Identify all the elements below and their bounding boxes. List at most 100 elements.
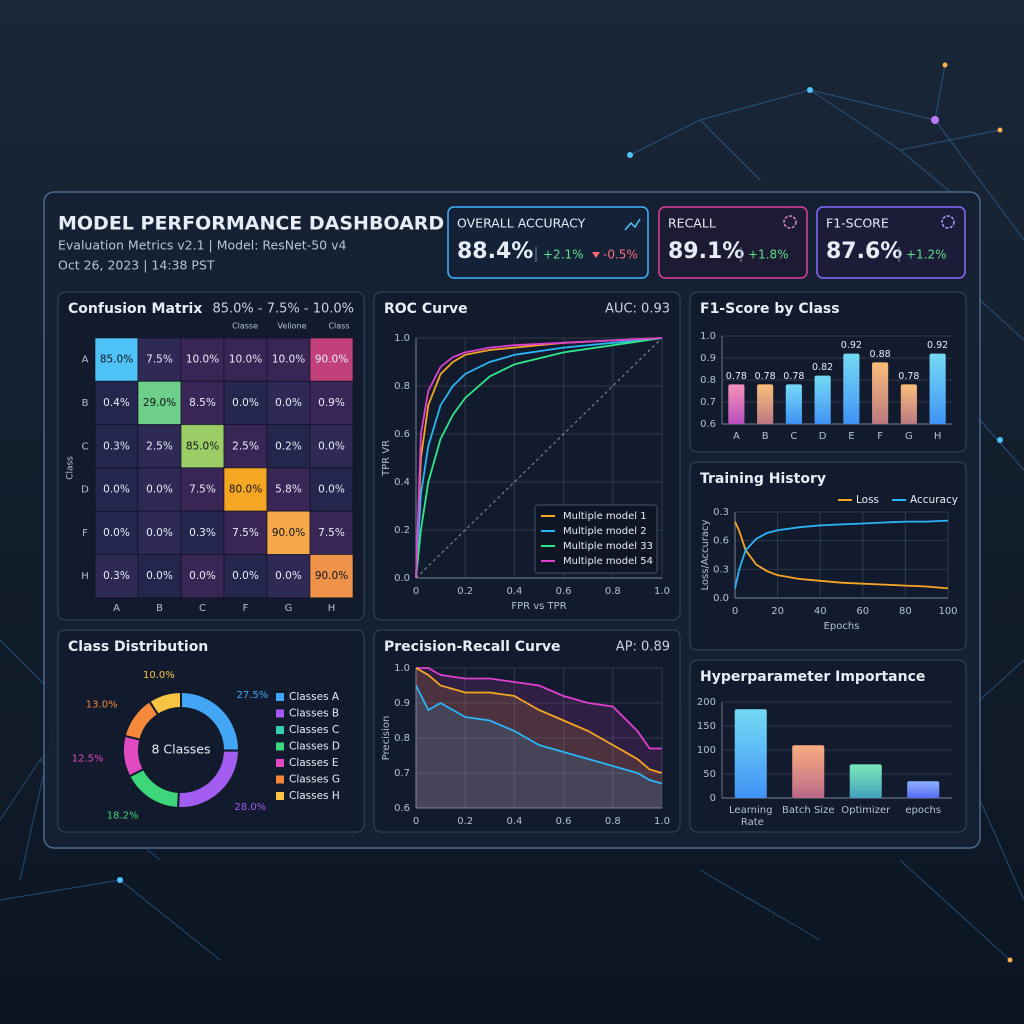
heatmap-cell	[137, 380, 182, 426]
legend-label: Multiple model 33	[563, 541, 653, 552]
kpi-card	[447, 206, 649, 279]
x-tick-label: epochs	[905, 805, 941, 816]
x-tick-label: 100	[938, 606, 957, 617]
x-tick-label: F	[877, 431, 883, 442]
legend-swatch	[276, 742, 284, 751]
value-label: 0.78	[726, 371, 747, 382]
column-label: G	[285, 603, 293, 614]
legend-swatch	[276, 792, 284, 800]
down-arrow	[592, 252, 600, 258]
row-label: B	[82, 398, 89, 409]
x-tick-label: C	[790, 431, 797, 442]
series-line	[734, 519, 949, 589]
x-tick-label: 60	[856, 606, 869, 617]
y-axis-label: Loss/Accuracy	[700, 519, 711, 590]
x-tick-label: H	[934, 431, 942, 442]
cell-label: 0.3%	[189, 527, 216, 539]
bar-gloss	[785, 384, 802, 424]
cell-label: 0.0%	[318, 440, 345, 452]
cell-label: 0.0%	[275, 397, 302, 409]
cell-label: 8.5%	[189, 397, 216, 409]
chart-title: F1-Score by Class	[700, 301, 840, 317]
x-tick-label: 0	[413, 816, 419, 827]
value-label: 0.82	[812, 362, 833, 373]
chart-title: ROC Curve	[384, 301, 468, 317]
x-tick-label: Learning Rate	[729, 805, 772, 828]
trend-icon	[624, 218, 641, 231]
heatmap-cell	[309, 510, 354, 556]
y-tick-label: 0.2	[394, 525, 410, 536]
bar-gloss	[872, 362, 889, 424]
legend-swatch	[276, 709, 284, 718]
x-tick-label: 0.4	[506, 586, 522, 597]
value-label: 0.78	[898, 371, 919, 382]
x-tick-label: 0.4	[506, 816, 522, 827]
timestamp: Oct 26, 2023 | 14:38 PST	[58, 258, 215, 273]
cell-label: 0.4%	[103, 397, 130, 409]
y-tick-label: 200	[697, 697, 716, 708]
kpi-change: +2.1%	[543, 248, 584, 262]
gear-icon	[783, 215, 797, 229]
y-tick-label: 0.3	[713, 564, 729, 575]
value-label: 0.88	[870, 349, 891, 360]
x-tick-label: 0.6	[556, 586, 572, 597]
x-tick-label: 0.8	[605, 816, 621, 827]
cell-label: 0.2%	[275, 440, 302, 452]
kpi-label: F1-SCORE	[826, 216, 889, 231]
value-label: 0.78	[783, 371, 804, 382]
value-label: 0.92	[841, 340, 862, 351]
x-tick-label: 0.2	[457, 816, 473, 827]
cell-label: 0.9%	[318, 397, 345, 409]
cell-label: 10.0%	[229, 354, 262, 366]
network-nodes	[117, 62, 1013, 963]
row-label: D	[81, 485, 89, 496]
x-tick-label: G	[905, 431, 913, 442]
dashboard-title: MODEL PERFORMANCE DASHBOARD	[58, 213, 444, 235]
slice-label: 10.0%	[143, 670, 175, 681]
cell-label: 0.0%	[146, 484, 173, 496]
heatmap-cell	[137, 467, 182, 512]
cell-label: 85.0%	[186, 440, 219, 452]
legend-label: Classes D	[289, 741, 340, 753]
slice-label: 27.5%	[236, 690, 268, 701]
heatmap-cell	[223, 380, 268, 426]
legend-label: Multiple model 2	[563, 526, 647, 537]
x-tick-label: D	[819, 431, 827, 442]
x-tick-label: Batch Size	[782, 805, 834, 816]
column-note: Velione	[277, 322, 306, 331]
chart-panel	[689, 461, 967, 651]
legend-label: Classes C	[289, 724, 339, 736]
kpi-label: OVERALL ACCURACY	[457, 216, 586, 231]
x-tick-label: 80	[899, 606, 912, 617]
kpi-change: +1.2%	[906, 248, 947, 262]
slice-label: 18.2%	[107, 810, 139, 821]
cell-label: 0.0%	[232, 570, 259, 582]
y-tick-label: 0.6	[713, 536, 729, 547]
heatmap-cell	[180, 467, 225, 512]
y-axis-label: Class	[66, 456, 76, 480]
cell-label: 5.8%	[275, 484, 302, 496]
series-line	[415, 667, 663, 774]
heatmap-cell	[309, 424, 354, 469]
cell-label: 90.0%	[272, 527, 305, 539]
cell-label: 85.0%	[100, 354, 133, 366]
legend-swatch	[276, 693, 284, 701]
heatmap-cell	[94, 424, 139, 469]
x-tick-label: 20	[771, 606, 784, 617]
y-tick-label: 1.0	[394, 663, 410, 674]
cell-label: 0.0%	[103, 484, 130, 496]
y-tick-label: 1.0	[700, 331, 716, 342]
heatmap-cell	[266, 554, 311, 599]
series-line	[415, 337, 663, 579]
cell-label: 0.0%	[146, 570, 173, 582]
x-tick-label: 1.0	[654, 586, 670, 597]
cell-label: 90.0%	[315, 570, 348, 582]
x-axis-label: FPR vs TPR	[511, 601, 566, 612]
bar-gloss	[814, 375, 831, 424]
cell-label: 2.5%	[232, 440, 259, 452]
y-tick-label: 0.8	[394, 733, 410, 744]
cell-label: 0.0%	[275, 570, 302, 582]
x-tick-label: E	[848, 431, 854, 442]
column-label: F	[243, 603, 249, 614]
